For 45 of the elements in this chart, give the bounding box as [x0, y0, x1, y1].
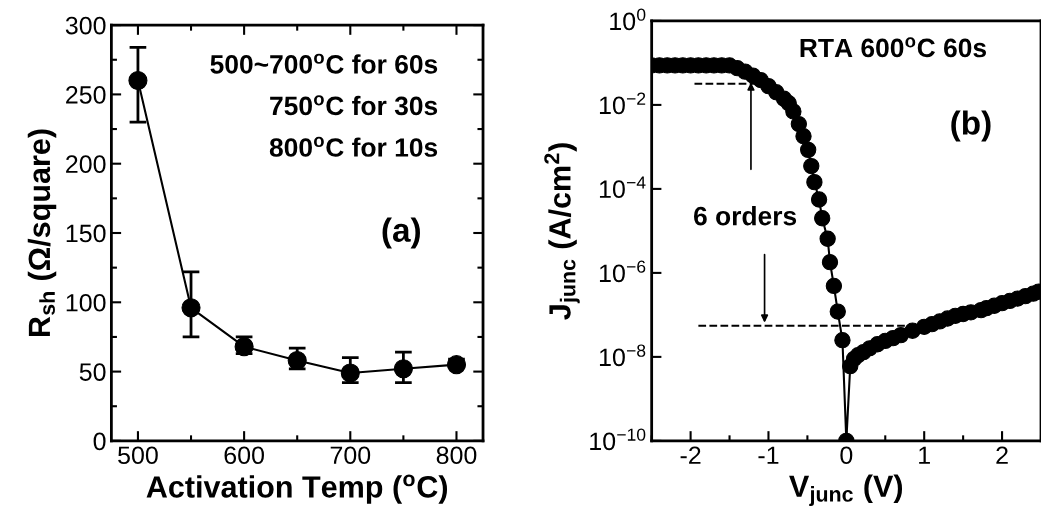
y-tick-label: 10$^{−6}$ [599, 260, 646, 283]
x-tick-label: -2 [680, 446, 701, 464]
point [795, 128, 812, 145]
annotation: 750$^{o}$C for 30s [270, 95, 438, 116]
x-tick-label: 2 [996, 446, 1008, 464]
x-tick-label: 800 [436, 446, 477, 465]
y-tick-label: 10$^{−4}$ [599, 176, 646, 198]
y-tick-label: 250 [66, 86, 106, 104]
x-tick-label: 500 [118, 446, 158, 465]
annotation: RTA 600$^{o}$C 60s [800, 37, 986, 58]
point [803, 157, 820, 175]
x-tick-label: 600 [224, 446, 264, 465]
y-tick-label: 50 [79, 363, 106, 381]
x-axis-title: V$_{junc}$ (V) [789, 474, 903, 507]
y-tick-label: 100 [66, 293, 106, 312]
annotation: (a) [382, 217, 420, 249]
point [834, 332, 851, 349]
annotation: 500~700$^{o}$C for 60s [210, 53, 438, 74]
point [825, 277, 843, 295]
point [785, 103, 802, 120]
y-tick-label: 150 [66, 224, 106, 243]
y-tick-label: 10$^{0}$ [610, 8, 646, 31]
y-axis-title: J$_{junc}$ (A/cm$^{2}$) [544, 143, 580, 320]
annotation: 6 orders [694, 206, 797, 226]
point [821, 254, 839, 271]
y-tick-label: 300 [65, 16, 106, 35]
x-tick-label: 1 [919, 446, 930, 464]
y-tick-label: 0 [93, 432, 106, 451]
point [814, 210, 831, 227]
point [806, 173, 823, 191]
annotation: (b) [951, 110, 991, 142]
y-tick-label: 10$^{−2}$ [599, 92, 646, 115]
point [810, 191, 828, 208]
point [800, 141, 817, 159]
y-tick-label: 10$^{−8}$ [599, 344, 646, 367]
x-tick-label: -1 [758, 446, 779, 464]
x-tick-label: 0 [840, 446, 853, 465]
y-tick-label: 10$^{−10}$ [590, 428, 646, 451]
point [829, 303, 846, 320]
y-tick-label: 200 [66, 155, 106, 173]
annotation: 800$^{o}$C for 10s [269, 136, 438, 157]
x-tick-label: 700 [330, 446, 371, 465]
point [819, 230, 836, 247]
y-axis-title: R$_{sh}$ (Ω/square) [27, 129, 57, 337]
x-axis-title: Activation Temp ($^{o}$C) [146, 474, 448, 504]
